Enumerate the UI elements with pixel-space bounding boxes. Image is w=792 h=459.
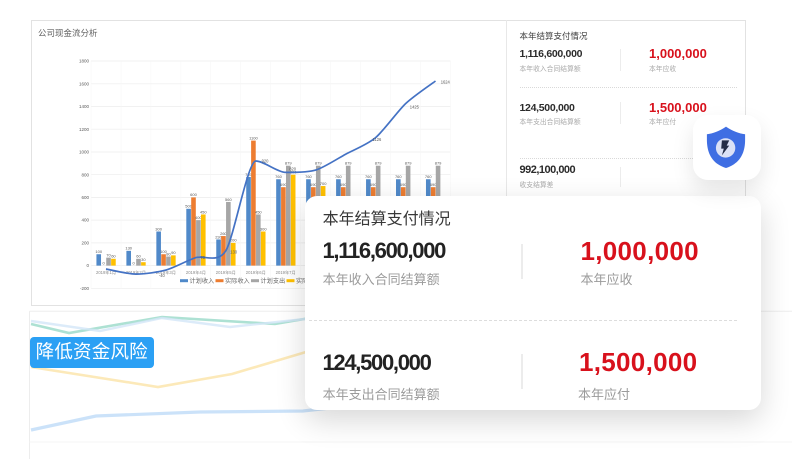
svg-text:260: 260 [220, 231, 227, 236]
svg-text:760: 760 [275, 174, 282, 179]
svg-text:2019年2月: 2019年2月 [126, 269, 146, 276]
svg-text:300: 300 [260, 226, 267, 231]
svg-text:690: 690 [310, 182, 317, 187]
svg-text:690: 690 [370, 182, 377, 187]
svg-text:760: 760 [335, 174, 342, 179]
svg-text:760: 760 [425, 174, 432, 179]
svg-text:-200: -200 [80, 286, 90, 291]
svg-text:130: 130 [125, 246, 132, 251]
svg-text:30: 30 [141, 257, 146, 262]
svg-text:879: 879 [285, 161, 292, 166]
svg-text:300: 300 [155, 226, 162, 231]
svg-text:1800: 1800 [79, 59, 90, 64]
svg-text:760: 760 [305, 174, 312, 179]
svg-text:1600: 1600 [79, 81, 90, 86]
svg-text:690: 690 [340, 182, 347, 187]
svg-text:计划支出: 计划支出 [261, 277, 286, 285]
svg-text:1100: 1100 [249, 135, 258, 140]
svg-text:920: 920 [262, 158, 270, 163]
svg-text:230: 230 [215, 234, 222, 239]
svg-text:-40: -40 [159, 273, 166, 278]
svg-text:实际收入: 实际收入 [225, 277, 250, 285]
svg-text:400: 400 [81, 218, 89, 223]
svg-text:1126: 1126 [373, 137, 383, 142]
svg-text:560: 560 [225, 197, 232, 202]
svg-text:450: 450 [200, 209, 207, 214]
svg-text:690: 690 [400, 182, 407, 187]
svg-text:600: 600 [190, 192, 197, 197]
svg-text:1000: 1000 [79, 150, 90, 155]
svg-text:879: 879 [405, 161, 412, 166]
svg-text:100: 100 [95, 249, 102, 254]
svg-text:70: 70 [106, 252, 111, 257]
svg-text:879: 879 [315, 161, 322, 166]
svg-text:800: 800 [81, 172, 89, 177]
svg-text:80: 80 [166, 251, 171, 256]
svg-text:600: 600 [81, 195, 89, 200]
svg-text:70: 70 [200, 255, 205, 260]
svg-text:1200: 1200 [79, 127, 90, 132]
svg-text:2019年3月: 2019年3月 [156, 269, 176, 276]
svg-text:879: 879 [375, 161, 382, 166]
svg-text:0: 0 [132, 260, 135, 265]
svg-text:879: 879 [345, 161, 352, 166]
svg-text:879: 879 [435, 161, 442, 166]
svg-text:500: 500 [185, 204, 192, 209]
svg-text:690: 690 [430, 182, 437, 187]
svg-text:60: 60 [136, 254, 141, 259]
svg-text:700: 700 [320, 181, 327, 186]
svg-text:0: 0 [103, 260, 106, 265]
svg-text:2019年7月: 2019年7月 [276, 269, 296, 276]
svg-text:200: 200 [81, 241, 89, 246]
svg-text:100: 100 [160, 249, 167, 254]
svg-text:820: 820 [289, 166, 297, 171]
svg-text:1425: 1425 [410, 105, 420, 110]
svg-text:2019年4月: 2019年4月 [186, 269, 206, 276]
svg-text:1624: 1624 [441, 80, 451, 85]
svg-text:130: 130 [230, 249, 238, 254]
svg-text:计划收入: 计划收入 [190, 277, 215, 285]
svg-text:760: 760 [365, 174, 372, 179]
svg-text:2019年6月: 2019年6月 [246, 269, 266, 276]
svg-text:2019年1月: 2019年1月 [96, 269, 116, 276]
svg-text:60: 60 [111, 254, 116, 259]
svg-text:760: 760 [395, 174, 402, 179]
svg-text:450: 450 [255, 209, 262, 214]
svg-text:2019年5月: 2019年5月 [216, 269, 236, 276]
svg-text:0: 0 [86, 263, 89, 268]
svg-text:400: 400 [195, 215, 202, 220]
svg-text:690: 690 [280, 182, 287, 187]
svg-text:90: 90 [171, 250, 176, 255]
svg-text:1400: 1400 [79, 104, 90, 109]
svg-text:200: 200 [230, 238, 237, 243]
